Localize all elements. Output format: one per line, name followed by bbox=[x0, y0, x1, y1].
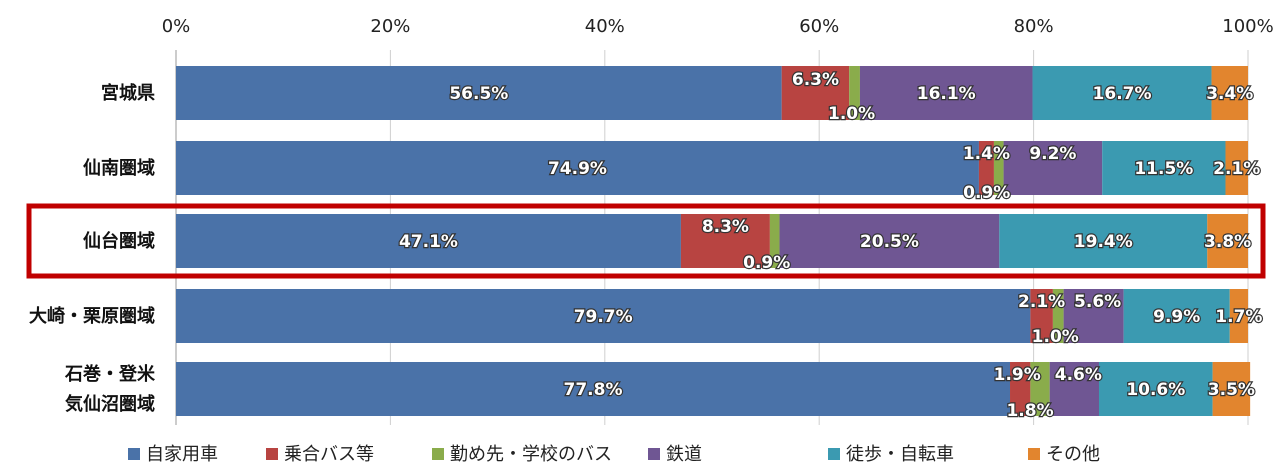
data-label: 3.5% bbox=[1208, 380, 1255, 400]
bar-segment bbox=[1052, 289, 1064, 343]
highlight-box bbox=[26, 203, 1266, 279]
bar-segment bbox=[999, 214, 1208, 268]
data-label: 9.9% bbox=[1153, 307, 1200, 327]
data-label: 10.6% bbox=[1126, 380, 1185, 400]
data-label: 16.1% bbox=[917, 84, 976, 104]
bar-segment bbox=[1225, 141, 1248, 195]
data-label: 1.7% bbox=[1215, 307, 1262, 327]
data-label: 9.2% bbox=[1029, 144, 1076, 164]
data-label: 3.8% bbox=[1204, 232, 1251, 252]
bar-segment bbox=[769, 214, 780, 268]
bar-segment bbox=[849, 66, 860, 120]
bar-segment bbox=[1229, 289, 1248, 343]
bar-segment bbox=[1063, 289, 1124, 343]
legend-swatch bbox=[1028, 448, 1040, 460]
data-label: 1.4% bbox=[963, 144, 1010, 164]
category-label: 仙南圏域 bbox=[83, 157, 155, 179]
bars bbox=[176, 66, 1251, 416]
legend-label: 徒歩・自転車 bbox=[846, 444, 954, 465]
bar-segment bbox=[1003, 141, 1103, 195]
data-label: 2.1% bbox=[1018, 292, 1065, 312]
data-label: 16.7% bbox=[1093, 84, 1152, 104]
data-label: 4.6% bbox=[1055, 365, 1102, 385]
x-tick-label: 80% bbox=[1014, 16, 1054, 37]
legend-swatch bbox=[432, 448, 444, 460]
bar-segment bbox=[779, 214, 1000, 268]
data-label: 5.6% bbox=[1074, 292, 1121, 312]
data-label: 1.8% bbox=[1006, 401, 1053, 421]
category-label: 仙台圏域 bbox=[83, 230, 155, 252]
x-tick-label: 60% bbox=[799, 16, 839, 37]
bar-segment bbox=[176, 214, 681, 268]
bar-segment bbox=[1032, 66, 1212, 120]
data-label: 19.4% bbox=[1074, 232, 1133, 252]
bar-segment bbox=[1098, 362, 1213, 416]
bar-segment bbox=[680, 214, 770, 268]
bar-segment bbox=[176, 66, 782, 120]
x-tick-label: 0% bbox=[162, 16, 191, 37]
legend-label: その他 bbox=[1046, 444, 1100, 465]
bar-segment bbox=[978, 141, 994, 195]
data-label: 1.0% bbox=[828, 104, 875, 124]
legend-label: 自家用車 bbox=[146, 444, 218, 465]
highlight-rectangle bbox=[26, 203, 1266, 279]
data-label: 1.9% bbox=[994, 365, 1041, 385]
legend-label: 勤め先・学校のバス bbox=[450, 444, 612, 465]
bar-segment bbox=[1102, 141, 1226, 195]
bar-segment bbox=[859, 66, 1033, 120]
category-label: 宮城県 bbox=[101, 82, 155, 104]
legend-swatch bbox=[128, 448, 140, 460]
data-label: 56.5% bbox=[449, 84, 508, 104]
data-label: 79.7% bbox=[574, 307, 633, 327]
bar-segment bbox=[1049, 362, 1099, 416]
bar-segment bbox=[1030, 289, 1053, 343]
x-tick-label: 100% bbox=[1222, 16, 1273, 37]
bar-segment bbox=[1010, 362, 1031, 416]
bar-segment bbox=[176, 141, 979, 195]
category-label: 石巻・登米 bbox=[64, 363, 156, 385]
data-label: 20.5% bbox=[860, 232, 919, 252]
x-tick-label: 40% bbox=[585, 16, 625, 37]
data-label: 2.1% bbox=[1213, 159, 1260, 179]
bar-segment bbox=[1212, 362, 1251, 416]
category-label: 気仙沼圏域 bbox=[65, 393, 155, 415]
legend-swatch bbox=[828, 448, 840, 460]
bar-segment bbox=[1030, 362, 1050, 416]
bar-segment bbox=[781, 66, 850, 120]
data-labels: 56.5% 6.3% 1.0% 16.1% 16.7% 3.4% 74.9% 1.4% 0.9%… bbox=[398, 69, 1264, 422]
data-label: 77.8% bbox=[564, 380, 623, 400]
data-label: 11.5% bbox=[1134, 159, 1193, 179]
legend-label: 乗合バス等 bbox=[284, 444, 374, 465]
x-axis-ticks: 0% 20% 40% 60% 80% 100% bbox=[162, 16, 1274, 37]
legend-label: 鉄道 bbox=[666, 444, 702, 465]
legend-swatch bbox=[266, 448, 278, 460]
bar-segment bbox=[993, 141, 1004, 195]
bar-segment bbox=[1211, 66, 1248, 120]
legend: 自家用車 乗合バス等 勤め先・学校のバス 鉄道 徒歩・自転車 その他 bbox=[128, 444, 1100, 465]
x-tick-label: 20% bbox=[370, 16, 410, 37]
data-label: 3.4% bbox=[1206, 84, 1253, 104]
bar-segment bbox=[1207, 214, 1248, 268]
data-label: 0.9% bbox=[743, 253, 790, 273]
data-label: 74.9% bbox=[548, 159, 607, 179]
bar-segment bbox=[1123, 289, 1230, 343]
category-label: 大崎・栗原圏域 bbox=[29, 305, 155, 327]
bar-segment bbox=[176, 289, 1031, 343]
bar-segment bbox=[176, 362, 1011, 416]
data-label: 0.9% bbox=[963, 183, 1010, 203]
data-label: 8.3% bbox=[702, 217, 749, 237]
data-label: 1.0% bbox=[1032, 327, 1079, 347]
data-label: 6.3% bbox=[792, 70, 839, 90]
data-label: 47.1% bbox=[399, 232, 458, 252]
legend-swatch bbox=[648, 448, 660, 460]
